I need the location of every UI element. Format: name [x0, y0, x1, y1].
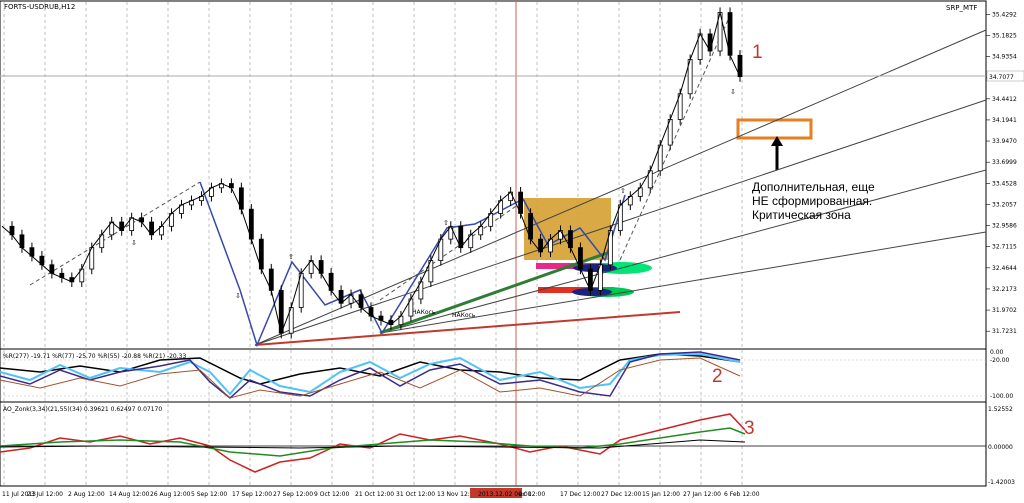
down-arrow-icon: ⇩	[235, 292, 241, 300]
time-tick-label: 23 Jul 12:00	[27, 491, 63, 498]
critical-zone-note-line-2: НЕ сформированная.	[752, 194, 872, 208]
up-arrow-icon: ⇧	[620, 187, 626, 195]
price-tick-label: 35.1825	[992, 32, 1017, 39]
ao-tick-label: 1.52552	[988, 406, 1013, 413]
trend-lines	[0, 19, 987, 348]
time-tick-label: 9 Oct 12:00	[314, 491, 349, 498]
price-tick-label: 35.4292	[992, 11, 1017, 18]
critical-arrow-head	[771, 136, 783, 146]
vertical-grid	[3, 2, 743, 486]
time-tick-label: 5 Sep 12:00	[191, 491, 227, 498]
wpr-axis: 0.00-20.00 -100.00	[990, 349, 1013, 400]
wpr-cyan-line	[0, 352, 741, 396]
current-price-box	[986, 70, 1024, 82]
wpr-brown-line	[0, 357, 741, 399]
price-candles	[9, 7, 743, 339]
pattern-label: НАКось	[452, 312, 476, 319]
price-tick-label: 33.4528	[992, 180, 1017, 187]
time-tick-label: 13 Nov 12:00	[437, 491, 478, 498]
time-tick-label: 17 Sep 12:00	[232, 491, 272, 498]
signal-arrows: ⇩ ⇧ ⇧ ⇧ ⇩ ⇩	[131, 88, 736, 300]
ao-black-line	[0, 439, 746, 449]
wpr-tick-label: 0.00	[990, 349, 1004, 356]
price-tick-label: 32.4644	[992, 265, 1017, 272]
wpr-navy-line	[0, 351, 741, 399]
ao-plot-area[interactable]	[0, 401, 987, 487]
current-price-label: 34.7077	[989, 74, 1014, 81]
ao-tick-label: -1.42003	[988, 479, 1015, 486]
wpr-tick-label: -100.00	[990, 393, 1013, 400]
time-tick-label: 2 Aug 12:00	[68, 491, 105, 498]
critical-zone-note-line-3: Критическая зона	[752, 208, 851, 222]
price-tick-label: 32.9586	[992, 223, 1017, 230]
time-tick-label: 26 Aug 12:00	[150, 491, 191, 498]
pattern-label: НАКось	[412, 309, 436, 316]
price-tick-label: 33.2057	[992, 201, 1017, 208]
time-tick-label: 6 Feb 12:00	[724, 491, 760, 498]
price-tick-label: 33.9470	[992, 138, 1017, 145]
time-tick-label: 11 Jul 2013	[2, 491, 36, 498]
marker-number-3: 3	[744, 418, 755, 439]
price-axis: 35.429235.182534.935434.688334.441234.19…	[986, 11, 1017, 335]
time-tick-label: 21 Oct 12:00	[355, 491, 394, 498]
price-tick-label: 34.4412	[992, 96, 1017, 103]
ao-axis: 1.52552 0.00000 -1.42003	[988, 406, 1015, 486]
time-tick-label: 27 Dec 12:00	[601, 491, 642, 498]
time-tick-label: 15 Jan 12:00	[642, 491, 680, 498]
down-arrow-icon: ⇩	[131, 239, 137, 247]
ao-tick-label: 0.00000	[988, 444, 1013, 451]
zigzag-blue	[199, 181, 626, 348]
wpr-tick-label: -20.00	[990, 357, 1010, 364]
price-tick-label: 32.7115	[992, 244, 1017, 251]
time-tick-label: 31 Oct 12:00	[396, 491, 435, 498]
time-tick-label: 2013.12.02 00:00	[478, 491, 532, 498]
price-tick-label: 31.9702	[992, 307, 1017, 314]
ao-title: AO_Zonk(3,34)(21,55)(34) 0.39621 0.62497…	[3, 406, 162, 413]
price-tick-label: 33.6999	[992, 159, 1017, 166]
price-tick-label: 34.1941	[992, 117, 1017, 124]
wpr-title: %R(277) -19.71 %R(77) -25.70 %R(55) -20.…	[3, 353, 186, 360]
up-arrow-icon: ⇧	[443, 219, 449, 227]
time-tick-label: 27 Sep 12:00	[273, 491, 313, 498]
ao-green-line	[0, 427, 746, 457]
indicator-name-label: SRP_MTF	[946, 4, 977, 12]
up-arrow-icon: ⇧	[288, 253, 294, 261]
critical-zone-box	[736, 118, 813, 140]
marker-number-2: 2	[712, 366, 723, 387]
price-tick-label: 34.9354	[992, 54, 1017, 61]
price-close-line	[1, 12, 741, 335]
down-arrow-icon: ⇩	[730, 88, 736, 96]
critical-zone-note-line-1: Дополнительная, еще	[752, 180, 875, 194]
time-tick-label: 17 Dec 12:00	[560, 491, 601, 498]
main-plot-area[interactable]	[0, 0, 987, 350]
time-tick-label: ec 12:00	[519, 491, 545, 498]
price-tick-label: 32.2173	[992, 286, 1017, 293]
chart-symbol-label: FORTS-USDRUB,H12	[4, 3, 75, 11]
blue-ellipse	[573, 264, 617, 272]
time-tick-label: 14 Aug 12:00	[109, 491, 150, 498]
marker-number-1: 1	[752, 42, 763, 63]
time-tick-label: 27 Jan 12:00	[683, 491, 721, 498]
price-tick-label: 31.7231	[992, 328, 1017, 335]
